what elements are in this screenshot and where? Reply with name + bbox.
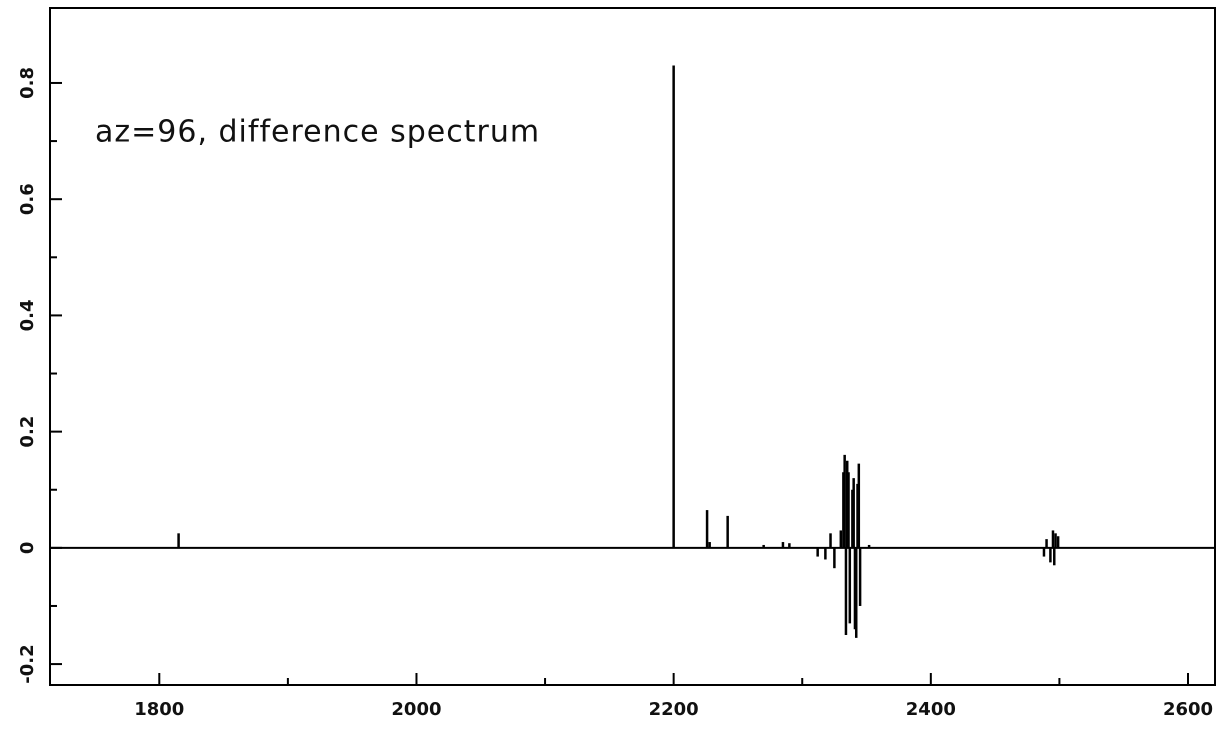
annotation: az=96, difference spectrum [95, 115, 540, 150]
y-tick-label: 0.8 [17, 67, 38, 99]
y-tick-label: 0.6 [17, 183, 38, 215]
x-tick-label: 2000 [391, 699, 441, 720]
x-tick-label: 2200 [649, 699, 699, 720]
y-tick-label: -0.2 [17, 644, 38, 683]
x-tick-label: 2400 [906, 699, 956, 720]
x-tick-label: 2600 [1163, 699, 1213, 720]
plot-frame [49, 7, 1216, 686]
y-tick-label: 0.2 [17, 416, 38, 448]
x-tick-label: 1800 [134, 699, 184, 720]
y-tick-label: 0.4 [17, 299, 38, 331]
y-tick-label: 0 [17, 542, 38, 555]
